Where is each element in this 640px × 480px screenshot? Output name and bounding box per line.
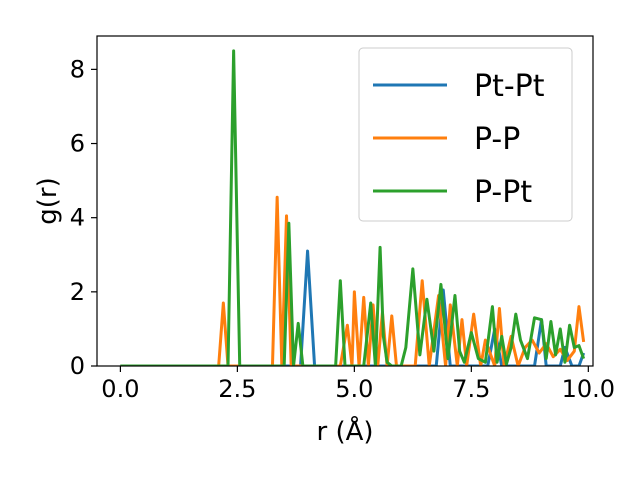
x-tick-label: 7.5 xyxy=(452,375,490,403)
series-layer xyxy=(120,49,586,366)
x-axis-label: r (Å) xyxy=(316,415,373,447)
y-tick-label: 4 xyxy=(70,204,85,232)
y-tick-label: 8 xyxy=(70,55,85,83)
legend-label: P-Pt xyxy=(474,175,532,210)
y-axis: 0 2 4 6 8 xyxy=(70,55,97,380)
y-axis-label: g(r) xyxy=(33,177,63,224)
legend-frame xyxy=(358,47,573,222)
series-line-p-p xyxy=(120,195,586,366)
plot-frame xyxy=(96,35,594,367)
x-tick-label: 10.0 xyxy=(562,375,615,403)
x-tick-label: 0.0 xyxy=(101,375,139,403)
series-line-p-pt xyxy=(120,49,586,366)
x-axis: 0.0 2.5 5.0 7.5 10.0 xyxy=(101,366,615,403)
x-tick-label: 5.0 xyxy=(335,375,373,403)
y-tick-label: 2 xyxy=(70,278,85,306)
y-tick-label: 0 xyxy=(70,352,85,380)
legend: Pt-Pt P-P P-Pt xyxy=(358,47,573,222)
y-tick-label: 6 xyxy=(70,130,85,158)
legend-label: P-P xyxy=(474,122,520,157)
x-tick-label: 2.5 xyxy=(218,375,256,403)
legend-label: Pt-Pt xyxy=(474,69,545,104)
